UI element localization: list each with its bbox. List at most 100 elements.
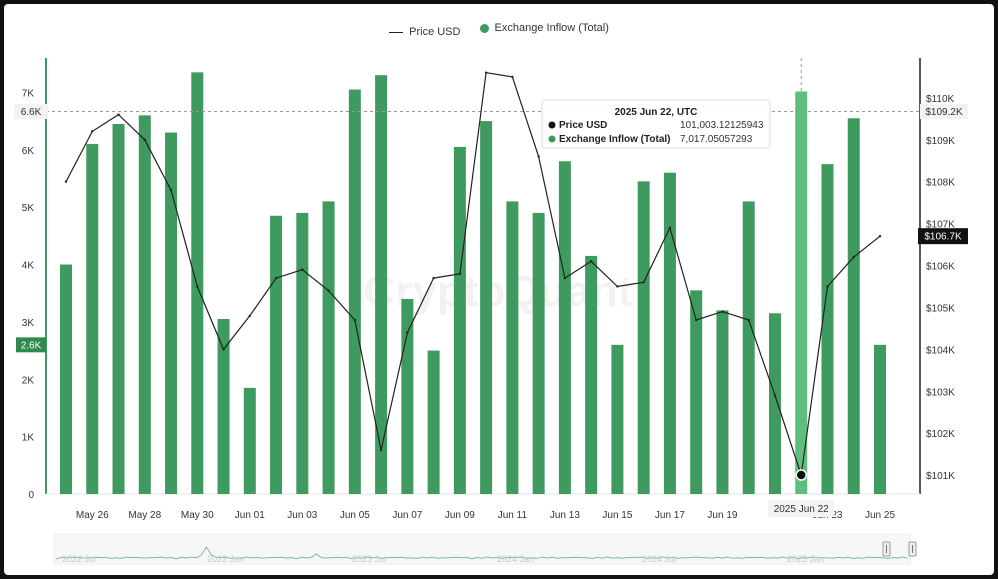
inflow-bar[interactable] bbox=[663, 172, 676, 494]
price-point bbox=[721, 310, 724, 313]
right-tick-label: $110K bbox=[926, 94, 955, 105]
x-tick-label: Jun 13 bbox=[550, 510, 580, 521]
navigator-label: 2025 Jan bbox=[787, 554, 824, 564]
price-point bbox=[694, 318, 698, 322]
inflow-bar[interactable] bbox=[138, 115, 151, 495]
inflow-bar[interactable] bbox=[191, 72, 204, 494]
right-tick-label: $103K bbox=[926, 387, 955, 398]
left-tick-label: 7K bbox=[22, 88, 35, 99]
inflow-bar[interactable] bbox=[716, 310, 729, 494]
price-line-swatch bbox=[389, 31, 404, 33]
x-tick-label: Jun 07 bbox=[392, 510, 422, 521]
legend-inflow-label: Exchange Inflow (Total) bbox=[494, 22, 609, 34]
x-tick-label: Jun 25 bbox=[865, 510, 895, 521]
inflow-bar[interactable] bbox=[558, 161, 571, 494]
right-tick-label: $101K bbox=[926, 471, 955, 482]
price-point bbox=[91, 130, 94, 133]
price-point bbox=[143, 138, 146, 141]
x-tick-label: May 26 bbox=[76, 510, 109, 521]
inflow-bar[interactable] bbox=[532, 212, 545, 495]
left-tick-label: 1K bbox=[22, 433, 35, 444]
inflow-bar[interactable] bbox=[585, 255, 598, 494]
price-point bbox=[327, 289, 330, 292]
legend-item-price[interactable]: Price USD bbox=[389, 26, 460, 38]
last-inflow-badge: 2.6K bbox=[16, 337, 46, 353]
price-point bbox=[826, 285, 829, 288]
right-tick-label: $108K bbox=[926, 178, 955, 189]
crosshair-date-label: 2025 Jun 22 bbox=[774, 504, 829, 515]
inflow-bar[interactable] bbox=[480, 121, 493, 495]
hover-point[interactable] bbox=[795, 469, 807, 481]
tooltip-inflow-dot bbox=[548, 135, 556, 143]
right-axis-ticks: $101K $102K $103K $104K $105K $106K $107K $108K… bbox=[926, 94, 955, 482]
price-point bbox=[222, 348, 225, 351]
crosshair-date-badge: 2025 Jun 22 bbox=[768, 500, 835, 517]
price-point bbox=[511, 75, 514, 79]
legend: Price USD Exchange Inflow (Total) bbox=[4, 22, 994, 38]
crosshair-left-label: 6.6K bbox=[21, 107, 42, 118]
right-tick-label: $106K bbox=[926, 262, 955, 273]
navigator-label: 2024 Jan bbox=[497, 554, 534, 564]
inflow-bar[interactable] bbox=[874, 344, 886, 494]
inflow-bar[interactable] bbox=[453, 146, 466, 494]
right-tick-label: $104K bbox=[926, 345, 955, 356]
price-point bbox=[406, 331, 409, 334]
navigator-track[interactable] bbox=[53, 533, 911, 565]
inflow-bar[interactable] bbox=[270, 215, 283, 494]
x-tick-label: Jun 03 bbox=[287, 510, 317, 521]
inflow-dot-swatch bbox=[479, 23, 489, 33]
price-point bbox=[353, 318, 357, 322]
inflow-bar[interactable] bbox=[86, 144, 99, 495]
inflow-bar[interactable] bbox=[348, 89, 361, 494]
left-axis-ticks: 0 1K 2K 3K 4K 5K 6K 7K bbox=[22, 88, 35, 501]
inflow-bar[interactable] bbox=[217, 319, 230, 494]
tooltip: 2025 Jun 22, UTC Price USD 101,003.12125… bbox=[541, 99, 771, 149]
left-tick-label: 6K bbox=[22, 146, 35, 157]
x-tick-label: Jun 09 bbox=[445, 510, 475, 521]
tooltip-price-value: 101,003.12125943 bbox=[680, 120, 764, 131]
bars-group bbox=[60, 72, 886, 495]
legend-item-inflow[interactable]: Exchange Inflow (Total) bbox=[479, 22, 609, 34]
inflow-bar[interactable] bbox=[768, 313, 781, 494]
inflow-bar[interactable] bbox=[165, 132, 178, 494]
price-point bbox=[169, 188, 173, 192]
inflow-bar[interactable] bbox=[427, 350, 440, 494]
crosshair-right-badge: $109.2K bbox=[920, 103, 968, 119]
price-point bbox=[64, 180, 68, 183]
price-point bbox=[747, 318, 750, 322]
legend-price-label: Price USD bbox=[409, 26, 461, 38]
inflow-bar[interactable] bbox=[296, 212, 309, 495]
price-point bbox=[616, 285, 619, 288]
price-line bbox=[65, 72, 881, 476]
tooltip-date: 2025 Jun 22, UTC bbox=[615, 107, 698, 118]
inflow-bar[interactable] bbox=[742, 201, 755, 494]
left-tick-label: 3K bbox=[22, 318, 35, 329]
x-tick-label: Jun 17 bbox=[655, 510, 685, 521]
inflow-bar[interactable] bbox=[847, 118, 860, 494]
tooltip-price-dot bbox=[548, 121, 556, 129]
price-point bbox=[773, 394, 777, 397]
navigator-label: 2023 Jan bbox=[207, 554, 244, 564]
navigator-label: 2023 Jul bbox=[352, 554, 386, 564]
inflow-bar[interactable] bbox=[637, 181, 650, 494]
inflow-bar[interactable] bbox=[60, 264, 72, 494]
inflow-bar[interactable] bbox=[322, 201, 335, 494]
navigator[interactable]: 2022 Jul 2023 Jan 2023 Jul 2024 Jan 2024 Jul… bbox=[53, 533, 917, 565]
inflow-bar[interactable] bbox=[611, 344, 624, 494]
x-tick-label: Jun 15 bbox=[602, 510, 632, 521]
inflow-bar[interactable] bbox=[690, 290, 703, 494]
navigator-label: 2022 Jul bbox=[62, 554, 96, 564]
navigator-line bbox=[55, 546, 909, 560]
inflow-bar[interactable] bbox=[112, 123, 125, 494]
inflow-bar[interactable] bbox=[375, 75, 388, 495]
inflow-bar[interactable] bbox=[243, 387, 256, 494]
inflow-bar[interactable] bbox=[506, 201, 519, 494]
price-point bbox=[589, 260, 593, 263]
x-tick-label: Jun 11 bbox=[498, 510, 528, 521]
price-point bbox=[878, 234, 882, 238]
tooltip-inflow-value: 7,017.05057293 bbox=[680, 134, 753, 145]
inflow-bar[interactable] bbox=[821, 164, 834, 494]
inflow-bar[interactable] bbox=[401, 298, 414, 494]
tooltip-price-label: Price USD bbox=[559, 120, 607, 131]
